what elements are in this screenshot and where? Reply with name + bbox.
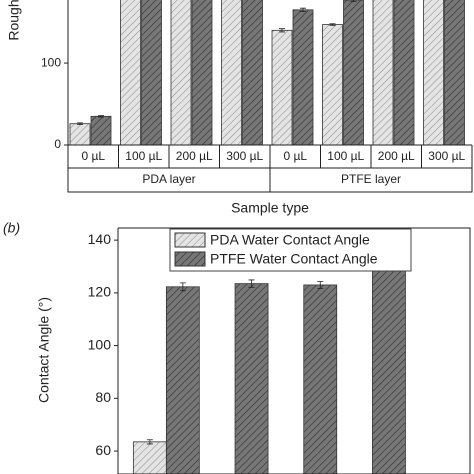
bar bbox=[444, 0, 465, 145]
bar bbox=[292, 9, 314, 145]
bar bbox=[372, 264, 406, 474]
y-tick-label: 80 bbox=[95, 389, 111, 405]
bar bbox=[322, 24, 343, 145]
y-tick-label: 100 bbox=[41, 55, 61, 69]
category-table bbox=[67, 145, 473, 193]
bar bbox=[343, 0, 364, 145]
error-bar bbox=[77, 122, 83, 125]
bar bbox=[191, 0, 213, 145]
error-bar bbox=[329, 23, 336, 26]
x-tick-label: 300 µL bbox=[428, 149, 465, 163]
y-tick-label: 0 bbox=[54, 137, 61, 151]
error-bar bbox=[98, 115, 104, 118]
legend-swatch bbox=[174, 251, 206, 267]
y-axis-label: Contact Angle (°) bbox=[36, 297, 52, 403]
y-tick-label: 140 bbox=[88, 231, 112, 247]
x-tick-label: 200 µL bbox=[378, 149, 415, 163]
plot bbox=[69, 0, 465, 145]
x-tick-label: 100 µL bbox=[327, 149, 364, 163]
error-bar bbox=[146, 439, 153, 445]
bar bbox=[423, 0, 444, 145]
x-tick-label: 200 µL bbox=[176, 149, 213, 163]
legend-label: PDA Water Contact Angle bbox=[210, 232, 370, 248]
bar bbox=[132, 441, 167, 474]
legend-box bbox=[169, 228, 412, 272]
bar bbox=[393, 0, 415, 145]
bar bbox=[165, 286, 200, 474]
bar bbox=[234, 283, 269, 474]
y-axis-label: Rough bbox=[6, 0, 22, 41]
error-bar bbox=[300, 7, 306, 12]
bar bbox=[170, 0, 192, 145]
y-tick-label: 120 bbox=[88, 284, 112, 300]
bar bbox=[90, 115, 112, 145]
error-bar bbox=[317, 281, 324, 289]
group-label: PDA layer bbox=[142, 172, 195, 186]
bar bbox=[303, 284, 338, 474]
axis-frame bbox=[117, 227, 471, 474]
bar bbox=[69, 123, 91, 145]
x-tick-label: 0 µL bbox=[81, 149, 105, 163]
x-tick-label: 0 µL bbox=[283, 149, 307, 163]
x-tick-label: 300 µL bbox=[226, 149, 263, 163]
bar bbox=[141, 0, 162, 145]
error-bar bbox=[248, 279, 255, 288]
error-bar bbox=[279, 28, 285, 33]
legend-swatch bbox=[174, 232, 206, 248]
y-tick-label: 60 bbox=[95, 442, 111, 458]
y-tick-label: 100 bbox=[88, 336, 112, 352]
bar bbox=[271, 29, 293, 145]
error-bar bbox=[350, 0, 357, 3]
plot bbox=[132, 262, 406, 474]
bar bbox=[120, 0, 141, 145]
x-axis-label: Sample type bbox=[231, 200, 309, 216]
x-tick-label: 100 µL bbox=[125, 149, 162, 163]
bar bbox=[242, 0, 263, 145]
panel-label: (b) bbox=[3, 220, 20, 236]
legend-label: PTFE Water Contact Angle bbox=[210, 251, 378, 267]
error-bar bbox=[179, 282, 186, 292]
bar bbox=[372, 0, 394, 145]
group-label: PTFE layer bbox=[341, 172, 401, 186]
bar bbox=[221, 0, 242, 145]
